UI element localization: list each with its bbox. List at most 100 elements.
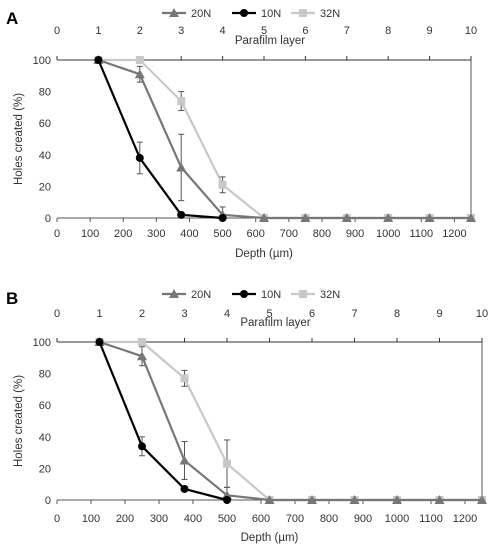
x-tick-label: 1200 xyxy=(442,228,466,240)
data-point xyxy=(264,495,275,504)
x-tick-label: 500 xyxy=(213,228,231,240)
x-tick-label: 100 xyxy=(82,513,100,525)
x-tick-label: 700 xyxy=(280,228,298,240)
x-tick-label: 900 xyxy=(354,513,372,525)
x-tick-label: 1100 xyxy=(419,513,443,525)
x-tick-label: 1000 xyxy=(376,228,400,240)
data-point xyxy=(179,455,190,465)
top-x-tick-label: 5 xyxy=(261,25,267,37)
series-32n xyxy=(95,338,486,504)
top-x-tick-label: 9 xyxy=(436,308,442,320)
data-point xyxy=(180,484,189,493)
top-x-tick-label: 3 xyxy=(181,308,187,320)
x-tick-label: 600 xyxy=(247,228,265,240)
data-point xyxy=(218,180,227,189)
top-x-tick-label: 1 xyxy=(95,25,101,37)
data-point xyxy=(134,69,145,79)
legend-label: 10N xyxy=(261,289,281,301)
panel-label: A xyxy=(6,9,18,28)
x-tick-label: 200 xyxy=(114,228,132,240)
data-point xyxy=(477,495,487,504)
top-x-axis-label: Parafilm layer xyxy=(235,35,305,47)
y-tick-label: 60 xyxy=(39,400,51,412)
y-tick-label: 40 xyxy=(39,432,51,444)
top-x-tick-label: 1 xyxy=(96,308,102,320)
series-line xyxy=(97,59,223,220)
x-tick-label: 300 xyxy=(147,228,165,240)
data-point xyxy=(341,213,352,222)
top-x-tick-label: 10 xyxy=(465,25,477,37)
y-tick-label: 60 xyxy=(39,118,51,130)
series-line xyxy=(99,340,482,502)
y-tick-label: 0 xyxy=(45,495,51,507)
data-point xyxy=(434,495,445,504)
x-tick-label: 800 xyxy=(313,228,331,240)
x-tick-label: 200 xyxy=(116,513,134,525)
legend-label: 20N xyxy=(191,289,211,301)
series-32n xyxy=(94,56,475,222)
x-tick-label: 300 xyxy=(150,513,168,525)
top-x-tick-label: 4 xyxy=(224,308,230,320)
legend-marker xyxy=(169,289,179,298)
top-x-tick-label: 2 xyxy=(137,25,143,37)
data-point xyxy=(177,210,186,219)
top-x-tick-label: 8 xyxy=(385,25,391,37)
data-point xyxy=(259,213,269,222)
x-tick-label: 600 xyxy=(252,513,270,525)
legend-label: 10N xyxy=(261,8,281,20)
data-point xyxy=(424,213,435,222)
series-line xyxy=(99,340,482,502)
y-axis-label: Holes created (%) xyxy=(13,375,25,467)
x-tick-label: 1200 xyxy=(453,513,477,525)
legend-label: 20N xyxy=(191,8,211,20)
top-x-tick-label: 9 xyxy=(427,25,433,37)
top-x-tick-label: 4 xyxy=(220,25,226,37)
series-20n xyxy=(93,55,476,222)
series-20n xyxy=(94,337,487,504)
data-point xyxy=(138,442,146,451)
legend: 20N 10N 32N xyxy=(162,8,340,20)
legend: 20N 10N 32N xyxy=(162,289,340,301)
y-axis-label: Holes created (%) xyxy=(13,93,25,185)
top-x-tick-label: 0 xyxy=(54,25,60,37)
top-x-tick-label: 5 xyxy=(266,308,272,320)
x-tick-label: 400 xyxy=(180,228,198,240)
data-point xyxy=(135,153,144,162)
x-tick-label: 400 xyxy=(184,513,202,525)
data-point xyxy=(177,97,186,106)
x-tick-label: 0 xyxy=(54,228,60,240)
y-tick-label: 80 xyxy=(39,87,51,99)
y-tick-label: 20 xyxy=(39,181,51,193)
data-point xyxy=(137,351,147,361)
top-x-tick-label: 6 xyxy=(302,25,308,37)
legend-marker xyxy=(299,290,307,298)
series-10n xyxy=(94,56,227,222)
y-tick-label: 80 xyxy=(39,369,51,381)
y-tick-label: 100 xyxy=(33,337,51,349)
top-x-tick-label: 10 xyxy=(476,308,488,320)
x-axis-label: Depth (µm) xyxy=(235,248,293,260)
legend-marker xyxy=(169,8,179,17)
legend-marker xyxy=(240,290,248,298)
data-point xyxy=(307,495,317,504)
legend-marker xyxy=(240,9,248,17)
y-tick-label: 20 xyxy=(39,463,51,475)
x-tick-label: 100 xyxy=(81,228,99,240)
top-x-tick-label: 7 xyxy=(351,308,357,320)
data-point xyxy=(176,162,187,172)
data-point xyxy=(300,213,311,222)
top-x-tick-label: 7 xyxy=(344,25,350,37)
top-x-tick-label: 6 xyxy=(309,308,315,320)
x-axis-label: Depth (µm) xyxy=(241,532,299,544)
series-line xyxy=(98,58,471,220)
data-point xyxy=(94,56,103,64)
series-10n xyxy=(95,338,231,504)
data-point xyxy=(383,213,394,222)
data-point xyxy=(138,338,146,346)
data-point xyxy=(223,496,231,504)
data-point xyxy=(180,374,189,383)
panel-label: B xyxy=(6,289,18,308)
